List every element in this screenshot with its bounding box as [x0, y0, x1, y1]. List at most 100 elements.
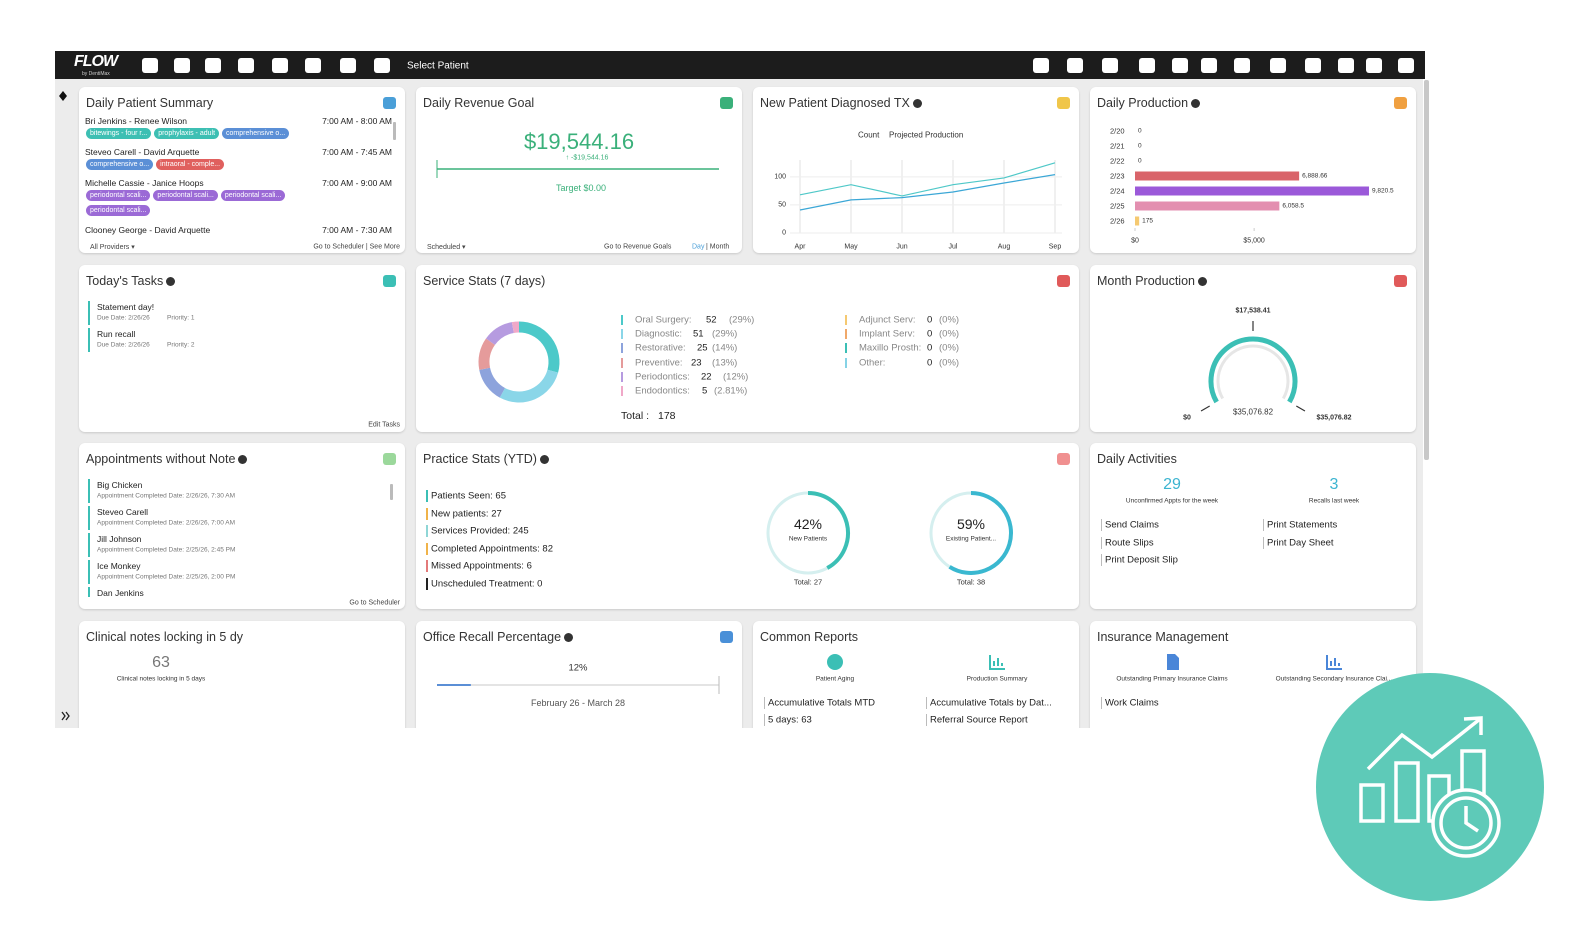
- nav-icon[interactable]: [1172, 58, 1188, 73]
- y-tick-label: 2/20: [1110, 126, 1125, 136]
- nav-icon[interactable]: [1033, 58, 1049, 73]
- nav-icon[interactable]: [174, 58, 190, 73]
- activity-link[interactable]: Print Day Sheet: [1267, 537, 1334, 548]
- value-label: 0: [1138, 157, 1142, 165]
- card-title: Service Stats (7 days): [423, 274, 546, 288]
- card-title: Common Reports: [760, 630, 858, 644]
- nav-icon[interactable]: [1139, 58, 1155, 73]
- scheduler-links[interactable]: Go to Scheduler | See More: [313, 243, 400, 251]
- report-link[interactable]: 5 days: 63: [768, 714, 812, 726]
- activity-link[interactable]: Print Statements: [1267, 519, 1338, 531]
- legend-percent: (0%): [939, 314, 960, 326]
- nav-icon[interactable]: [142, 58, 158, 73]
- link-marker: [926, 714, 927, 726]
- nav-icon[interactable]: [1102, 58, 1118, 73]
- period-month[interactable]: | Month: [706, 243, 730, 251]
- nav-icon[interactable]: [1234, 58, 1250, 73]
- nav-icon[interactable]: [1270, 58, 1286, 73]
- ring-total: Total: 27: [793, 577, 823, 587]
- appointment-meta: Appointment Completed Date: 2/26/26, 7:0…: [97, 519, 236, 527]
- line-series: [799, 162, 1056, 197]
- activity-link[interactable]: Send Claims: [1105, 519, 1159, 531]
- gauge-min-label: $0: [1183, 414, 1191, 422]
- appointment-name[interactable]: Big Chicken: [97, 480, 143, 490]
- card: [79, 265, 405, 432]
- legend-name: Diagnostic:: [635, 328, 682, 340]
- nav-icon[interactable]: [238, 58, 254, 73]
- donut-segment: [518, 321, 560, 373]
- activity-link[interactable]: Route Slips: [1105, 537, 1154, 548]
- appointment-name[interactable]: Bri Jenkins - Renee Wilson: [85, 116, 188, 126]
- report-shortcut[interactable]: Patient Aging: [815, 675, 855, 683]
- legend-percent: (0%): [939, 357, 960, 369]
- appointment-name[interactable]: Ice Monkey: [97, 561, 141, 571]
- period-day[interactable]: Day: [692, 243, 705, 251]
- nav-icon[interactable]: [305, 58, 321, 73]
- report-link[interactable]: Accumulative Totals MTD: [768, 697, 875, 709]
- stat-marker: [426, 490, 428, 502]
- sidebar-toggle[interactable]: [59, 91, 67, 101]
- appointment-time: 7:00 AM - 7:30 AM: [322, 225, 392, 235]
- nav-icon[interactable]: [1201, 58, 1217, 73]
- task-title[interactable]: Run recall: [97, 329, 136, 339]
- appointment-name[interactable]: Dan Jenkins: [97, 588, 144, 597]
- logo[interactable]: FLOW: [74, 53, 118, 70]
- report-shortcut[interactable]: Production Summary: [966, 675, 1028, 683]
- nav-icon[interactable]: [1305, 58, 1321, 73]
- metric-value[interactable]: 29: [1163, 476, 1181, 493]
- appointment-name[interactable]: Steveo Carell: [97, 507, 149, 517]
- nav-icon[interactable]: [205, 58, 221, 73]
- ring-label: Existing Patient...: [945, 535, 997, 543]
- nav-icon[interactable]: [1398, 58, 1414, 73]
- insurance-shortcut[interactable]: Outstanding Secondary Insurance Clai...: [1275, 675, 1393, 683]
- edit-tasks[interactable]: Edit Tasks: [368, 421, 400, 429]
- provider-filter[interactable]: All Providers ▾: [90, 244, 135, 251]
- y-tick-label: 2/25: [1110, 201, 1125, 211]
- revenue-link[interactable]: Go to Revenue Goals: [604, 243, 672, 251]
- appointment-name[interactable]: Jill Johnson: [97, 534, 142, 544]
- tag: periodontal scali...: [86, 205, 151, 216]
- patient-search[interactable]: Select Patient: [407, 60, 469, 72]
- task-marker: [88, 301, 90, 325]
- y-tick-label: 100: [774, 173, 786, 181]
- sidebar-expand[interactable]: [61, 711, 70, 721]
- legend-name: Endodontics:: [635, 385, 690, 397]
- appointment-name[interactable]: Michelle Cassie - Janice Hoops: [85, 178, 204, 188]
- nav-icon[interactable]: [1366, 58, 1382, 73]
- tag: prophylaxis - adult: [154, 128, 220, 139]
- revenue-change: ↑ -$19,544.16: [565, 154, 609, 162]
- appointment-name[interactable]: Clooney George - David Arquette: [85, 225, 211, 235]
- graphics: [59, 58, 1429, 721]
- report-link[interactable]: Referral Source Report: [930, 714, 1028, 726]
- insurance-link[interactable]: Work Claims: [1105, 697, 1159, 709]
- card: [1090, 87, 1416, 253]
- bar: [1135, 201, 1280, 211]
- nav-icon[interactable]: [1338, 58, 1354, 73]
- nav-icon[interactable]: [374, 58, 390, 73]
- x-tick-label: Jul: [948, 243, 958, 251]
- task-due: Due Date: 2/26/26: [97, 341, 150, 349]
- revenue-filter[interactable]: Scheduled ▾: [427, 244, 466, 251]
- tag: intraoral - comple...: [156, 159, 225, 170]
- task-title[interactable]: Statement day!: [97, 302, 155, 312]
- insurance-shortcut[interactable]: Outstanding Primary Insurance Claims: [1116, 675, 1228, 683]
- metric-value[interactable]: 3: [1329, 476, 1339, 493]
- nav-icon[interactable]: [1067, 58, 1083, 73]
- activity-link[interactable]: Print Deposit Slip: [1105, 554, 1178, 566]
- nav-icon[interactable]: [340, 58, 356, 73]
- value-label: 9,820.5: [1371, 187, 1394, 195]
- report-link[interactable]: Accumulative Totals by Dat...: [930, 697, 1052, 709]
- legend-percent: (29%): [712, 328, 738, 340]
- tag: bitewings - four r...: [86, 128, 152, 139]
- tag-row: comprehensive o... intraoral - comple...: [86, 159, 322, 170]
- scheduler-link[interactable]: Go to Scheduler: [349, 599, 400, 607]
- link-marker: [1101, 519, 1102, 531]
- card-icon: [383, 275, 396, 287]
- item-marker: [88, 533, 90, 557]
- stat-marker: [426, 578, 428, 590]
- nav-icon[interactable]: [272, 58, 288, 73]
- appointment-name[interactable]: Steveo Carell - David Arquette: [85, 147, 200, 157]
- legend-marker: [621, 357, 623, 368]
- task-marker: [88, 328, 90, 352]
- gauge-value: [1208, 336, 1298, 404]
